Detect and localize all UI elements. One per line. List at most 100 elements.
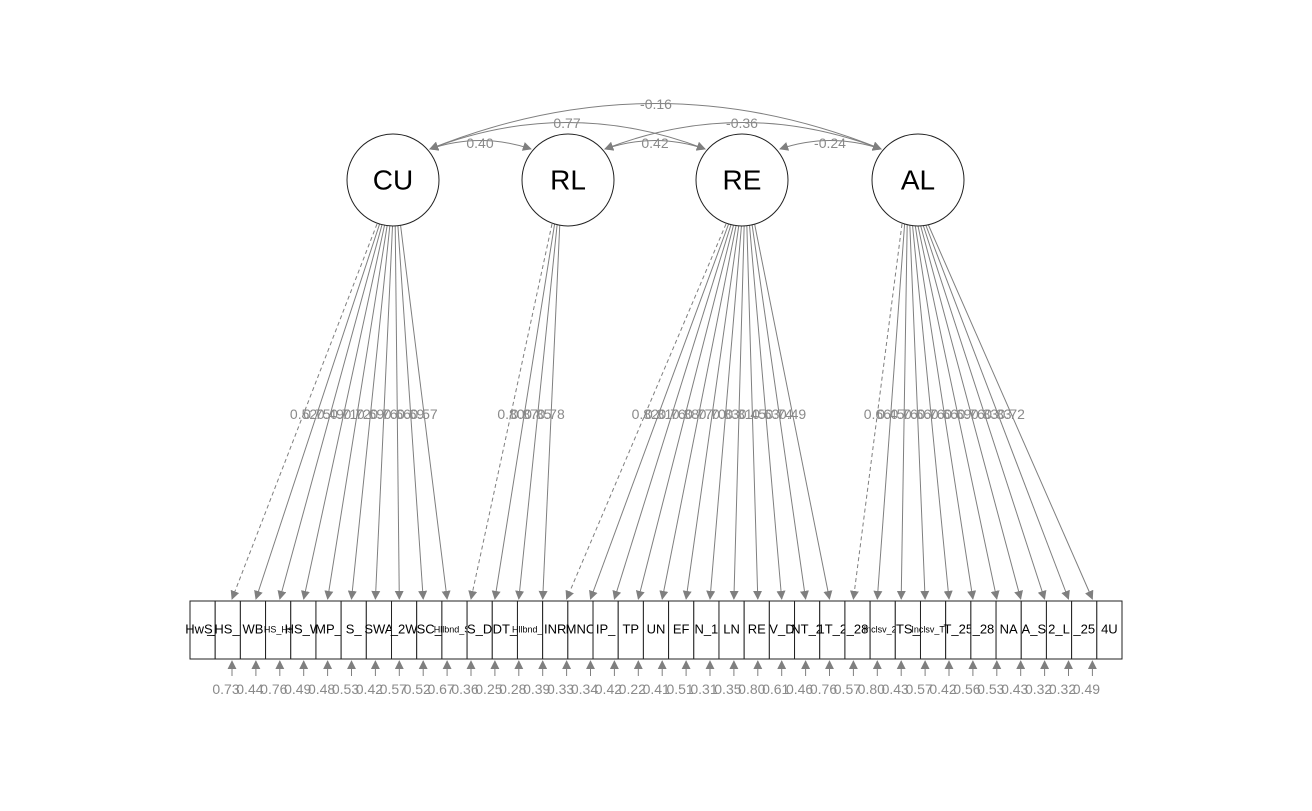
latent-node-rl <box>521 133 615 227</box>
residual-label-7: 0.42 <box>356 681 383 697</box>
loading-label-6: 0.69 <box>357 406 384 422</box>
observed-label-8: SWA <box>364 621 393 636</box>
loading-arrow-17 <box>612 223 732 600</box>
observed-label-23: RE <box>748 621 766 636</box>
loading-label-27: 0.66 <box>864 406 891 422</box>
loading-arrow-28 <box>873 223 906 600</box>
observed-label-2: _HS_V <box>206 621 249 636</box>
observed-label-25: NT_2 <box>791 621 823 636</box>
observed-label-30: Inclsv_T24 <box>911 624 955 634</box>
observed-label-31: T_25 <box>943 621 973 636</box>
residual-label-19: 0.41 <box>643 681 670 697</box>
observed-label-11: Hllbnd_S0 <box>434 624 476 634</box>
observed-label-1: HwS_ <box>185 621 220 636</box>
observed-label-26: 1T_2 <box>818 621 848 636</box>
observed-box-27 <box>844 600 871 660</box>
residual-label-2: 0.44 <box>236 681 263 697</box>
covariance-label-cu-re: 0.77 <box>553 115 580 131</box>
loading-arrow-25 <box>751 223 809 600</box>
loading-label-14: 0.78 <box>538 406 565 422</box>
loading-label-26: 0.49 <box>779 406 806 422</box>
observed-box-8 <box>365 600 393 660</box>
residual-label-23: 0.80 <box>738 681 765 697</box>
loading-arrow-11 <box>468 223 553 600</box>
observed-label-18: TP <box>622 621 639 636</box>
latent-label-al: AL <box>901 164 935 195</box>
observed-label-33: NA <box>1000 621 1018 636</box>
loading-arrow-9 <box>397 223 428 600</box>
residual-label-10: 0.67 <box>427 681 454 697</box>
observed-box-36 <box>1071 600 1098 660</box>
covariance-curve-cu-re <box>429 122 706 151</box>
residual-label-22: 0.35 <box>714 681 741 697</box>
observed-label-3: WB <box>242 621 263 636</box>
residual-label-1: 0.73 <box>212 681 239 697</box>
observed-box-28 <box>869 600 896 660</box>
observed-box-25 <box>794 600 821 660</box>
loading-arrow-18 <box>635 223 735 600</box>
residual-label-34: 0.43 <box>1001 681 1028 697</box>
observed-box-34 <box>1020 600 1047 660</box>
loading-label-19: 0.77 <box>685 406 712 422</box>
latent-node-cu <box>346 133 440 227</box>
loading-label-24: 0.63 <box>752 406 779 422</box>
loading-arrow-37 <box>927 223 1094 600</box>
loading-arrow-23 <box>746 223 763 600</box>
loading-arrow-21 <box>706 223 743 600</box>
observed-box-37 <box>1096 600 1123 660</box>
loading-arrow-16 <box>589 223 730 600</box>
residual-label-15: 0.33 <box>547 681 574 697</box>
observed-label-19: UN <box>647 621 666 636</box>
observed-box-22 <box>718 600 745 660</box>
observed-box-19 <box>642 600 670 660</box>
loading-label-23: 0.45 <box>739 406 766 422</box>
loading-label-12: 0.87 <box>511 406 538 422</box>
loading-label-34: 0.76 <box>957 406 984 422</box>
observed-box-21 <box>693 600 720 660</box>
loading-arrow-8 <box>394 223 404 600</box>
residual-label-36: 0.32 <box>1049 681 1076 697</box>
residual-label-25: 0.46 <box>786 681 813 697</box>
loading-arrow-32 <box>914 223 977 600</box>
residual-label-26: 0.76 <box>810 681 837 697</box>
observed-label-7: S_ <box>346 621 363 636</box>
loading-arrow-6 <box>347 223 391 600</box>
loading-label-9: 0.69 <box>397 406 424 422</box>
covariance-label-rl-al: -0.36 <box>726 115 758 131</box>
loading-label-5: 0.72 <box>343 406 370 422</box>
loading-layer: 0.520.750.490.710.720.690.760.660.690.57… <box>230 223 1094 600</box>
loading-label-10: 0.57 <box>410 406 437 422</box>
residual-label-31: 0.42 <box>929 681 956 697</box>
loading-arrow-36 <box>924 223 1070 600</box>
covariance-label-re-al: -0.24 <box>814 135 846 151</box>
latent-node-al <box>871 133 965 227</box>
observed-box-31 <box>945 600 972 660</box>
observed-label-16: MNC <box>566 621 596 636</box>
loading-arrow-24 <box>748 223 786 600</box>
loading-arrow-29 <box>896 223 908 600</box>
observed-label-32: _28 <box>972 621 995 636</box>
loading-arrow-26 <box>754 223 833 600</box>
loading-arrow-2 <box>254 223 381 600</box>
observed-label-20: EF <box>673 621 690 636</box>
latent-layer: CU RL RE AL <box>346 133 965 227</box>
covariance-layer: -0.16 0.77 -0.36 0.40 0.42 -0.24 <box>429 96 882 151</box>
residual-label-32: 0.56 <box>953 681 980 697</box>
observed-box-33 <box>995 600 1022 660</box>
residual-label-17: 0.42 <box>595 681 622 697</box>
loading-arrow-4 <box>301 223 386 600</box>
loading-label-37: 0.72 <box>998 406 1025 422</box>
residual-label-18: 0.22 <box>619 681 646 697</box>
loading-arrow-10 <box>399 223 451 600</box>
loading-arrow-3 <box>277 223 383 600</box>
loading-label-18: 0.88 <box>672 406 699 422</box>
latent-label-re: RE <box>723 164 762 195</box>
loading-label-13: 0.85 <box>524 406 551 422</box>
residual-label-20: 0.51 <box>666 681 693 697</box>
residual-label-5: 0.48 <box>308 681 335 697</box>
loading-arrow-12 <box>491 223 556 600</box>
loading-label-4: 0.71 <box>330 406 357 422</box>
observed-label-6: MP_ <box>315 621 343 636</box>
